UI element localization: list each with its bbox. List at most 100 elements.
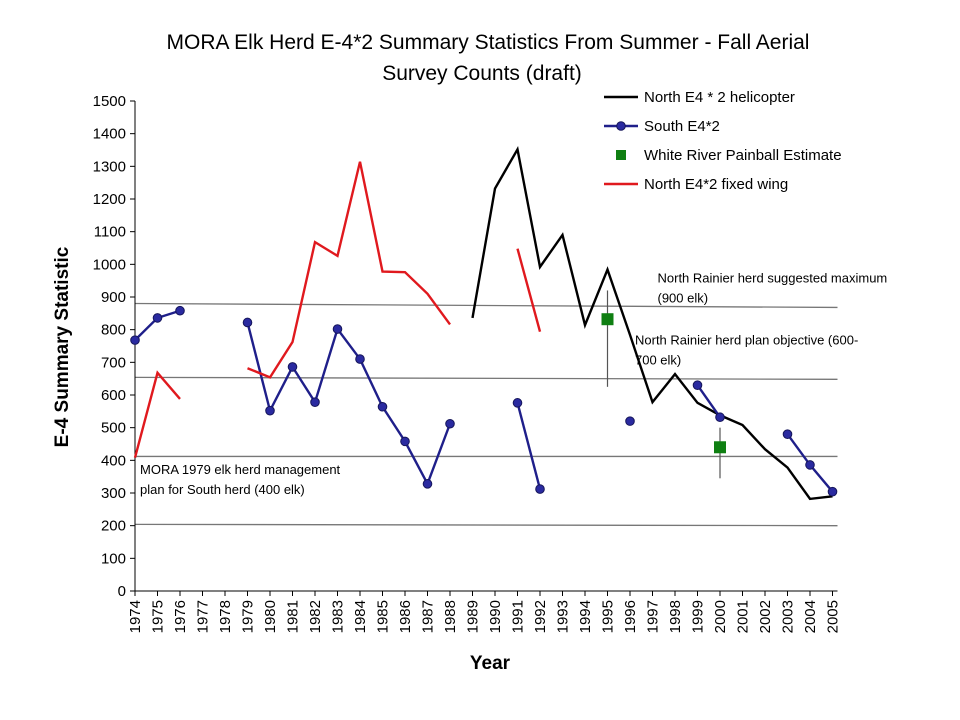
y-tick-label: 500: [101, 420, 126, 437]
data-point: [827, 486, 838, 497]
y-tick-label: 800: [101, 322, 126, 339]
reference-lines: [134, 302, 838, 527]
legend-entry-2: South E4*2: [604, 118, 720, 135]
series-4-line: [247, 161, 451, 379]
chart-title-line-2: Survey Counts (draft): [382, 62, 582, 85]
y-tick-label: 1400: [93, 126, 126, 143]
x-tick-label: 2001: [735, 600, 752, 633]
y-tick-label: 100: [101, 550, 126, 567]
annotation-line: plan for South herd (400 elk): [140, 482, 305, 497]
data-point: [332, 324, 343, 334]
series-group: [130, 145, 838, 501]
data-point: [242, 317, 253, 328]
annotation-line: North Rainier herd plan objective (600-: [635, 332, 858, 347]
y-tick-label: 1000: [93, 256, 126, 273]
legend-label: North E4 * 2 helicopter: [644, 89, 795, 106]
annotation-1: North Rainier herd suggested maximum (900…: [658, 270, 888, 305]
x-tick-label: 1984: [352, 600, 369, 633]
y-tick-label: 200: [101, 518, 126, 535]
x-tick-label: 1995: [600, 600, 617, 633]
data-point: [377, 401, 388, 412]
y-tick-label: 700: [101, 354, 126, 371]
data-point: [715, 412, 725, 423]
legend-label: North E4*2 fixed wing: [644, 176, 788, 193]
data-point: [805, 460, 815, 470]
data-point: [310, 397, 320, 407]
annotation-line: (900 elk): [658, 290, 709, 305]
series-4-line: [516, 248, 542, 332]
legend-marker: [616, 121, 626, 131]
legend-entry-3: White River Painball Estimate: [616, 147, 842, 164]
x-tick-label: 2005: [825, 600, 842, 633]
data-point: [152, 313, 163, 323]
x-tick-label: 1988: [442, 600, 459, 633]
annotations: North Rainier herd suggested maximum (900…: [140, 270, 887, 497]
reference-line-2: [134, 376, 838, 380]
x-tick-label: 1977: [195, 600, 212, 633]
data-point: [601, 313, 614, 326]
reference-line-4: [134, 523, 838, 527]
x-tick-label: 2003: [780, 600, 797, 633]
series-2-line: [516, 402, 542, 490]
data-point: [535, 484, 545, 494]
data-point: [287, 362, 298, 372]
x-tick-label: 1999: [690, 600, 707, 633]
data-point: [782, 429, 793, 440]
y-tick-label: 600: [101, 387, 126, 404]
legend-label: South E4*2: [644, 118, 720, 135]
y-tick-label: 300: [101, 485, 126, 502]
y-tick-label: 0: [118, 583, 126, 600]
data-point: [625, 416, 635, 426]
x-tick-label: 2004: [802, 600, 819, 633]
data-point: [265, 405, 275, 416]
x-tick-label: 1990: [487, 600, 504, 633]
x-tick-label: 1981: [285, 600, 302, 633]
series-2: [130, 305, 838, 497]
x-tick-label: 1996: [622, 600, 639, 633]
x-tick-label: 1989: [465, 600, 482, 633]
data-point: [512, 398, 523, 408]
x-tick-label: 1975: [150, 600, 167, 633]
y-tick-label: 1100: [94, 224, 126, 241]
data-point: [445, 418, 455, 429]
series-2-line: [246, 322, 452, 487]
annotation-3: MORA 1979 elk herd management plan for So…: [140, 462, 341, 497]
x-tick-label: 1983: [330, 600, 347, 633]
x-tick-label: 1992: [532, 600, 549, 633]
legend: North E4 * 2 helicopter South E4*2 White R…: [604, 89, 842, 193]
x-tick-label: 2002: [757, 600, 774, 633]
data-point: [130, 335, 140, 345]
x-tick-label: 1997: [645, 600, 662, 633]
x-tick-label: 1976: [172, 600, 189, 633]
data-point: [692, 380, 703, 391]
x-tick-label: 1991: [510, 600, 527, 633]
chart-title: MORA Elk Herd E-4*2 Summary Statistics F…: [167, 31, 810, 85]
data-point: [714, 441, 726, 454]
series-1-line: [471, 145, 833, 501]
x-tick-label: 1987: [420, 600, 437, 633]
x-tick-label: 1974: [127, 600, 144, 633]
annotation-line: North Rainier herd suggested maximum: [658, 270, 888, 285]
x-tick-label: 1986: [397, 600, 414, 633]
x-tick-label: 1994: [577, 600, 594, 633]
annotation-2: North Rainier herd plan objective (600- 7…: [635, 332, 858, 367]
x-tick-label: 1978: [217, 600, 234, 633]
x-tick-labels: 1974 1975 1976 1977 1978 1979 1980 1981 1982 1983…: [127, 591, 842, 633]
annotation-line: MORA 1979 elk herd management: [140, 462, 341, 477]
annotation-line: 700 elk): [635, 352, 681, 367]
x-tick-label: 1979: [240, 600, 257, 633]
y-tick-labels: 0 100 200 300 400 500 600 700 800 900 1000 1100 1200…: [93, 93, 135, 600]
reference-line-1: [134, 302, 838, 309]
data-point: [400, 436, 410, 447]
x-tick-label: 1985: [375, 600, 392, 633]
y-tick-label: 400: [101, 452, 126, 469]
legend-entry-4: North E4*2 fixed wing: [604, 176, 788, 193]
data-point: [355, 354, 365, 364]
x-tick-label: 1993: [555, 600, 572, 633]
y-tick-label: 900: [101, 289, 126, 306]
x-axis-title: Year: [470, 653, 511, 674]
legend-label: White River Painball Estimate: [644, 147, 842, 164]
legend-marker: [616, 150, 626, 160]
series-1: [471, 145, 833, 501]
